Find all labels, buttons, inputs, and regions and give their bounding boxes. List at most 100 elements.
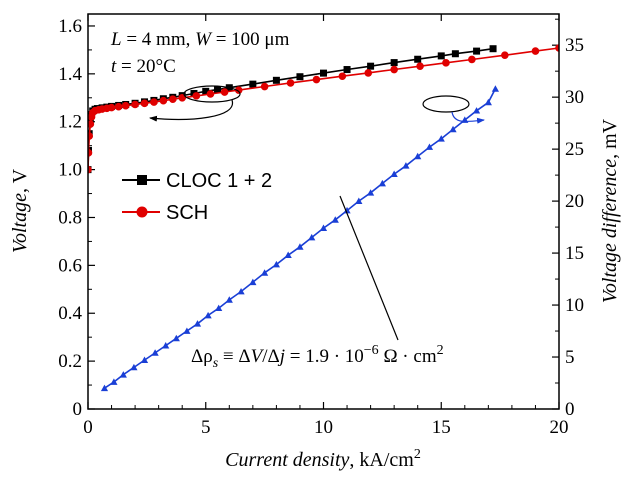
x-tick-label: 15 (432, 417, 451, 438)
series-1-point (107, 103, 116, 112)
series-1-point (555, 44, 559, 52)
series-2-point (331, 216, 339, 223)
series-0-point (249, 80, 257, 88)
right-axis-pointer (422, 95, 485, 124)
series-1-point (390, 65, 398, 74)
series-1-point (220, 88, 229, 96)
y-left-tick-label: 1.2 (58, 112, 82, 133)
series-1-point (234, 86, 243, 94)
axis-ticks: 0 5 10 15 2000.20.40.60.81.01.21.41.60510152… (58, 14, 584, 438)
series-1-point (416, 62, 424, 70)
y-right-tick-label: 35 (565, 35, 584, 56)
series-2-point (491, 85, 500, 92)
slope-annotation: Δρs ≡ ΔV/Δj = 1.9 · 10−6 Ω · cm2 (191, 343, 444, 371)
y-axis-left-title: Voltage, V (9, 168, 31, 253)
series-2-point (449, 125, 457, 133)
series-2-point (249, 278, 257, 286)
series-2-point (414, 152, 422, 160)
series-0-point (414, 55, 422, 63)
series-2-point (390, 170, 398, 177)
plot-frame (87, 13, 560, 410)
series-2-point (272, 260, 280, 268)
conditions-line-1: L = 4 mm, W = 100 μm (110, 29, 290, 50)
series-2-point (183, 327, 191, 334)
legend-entry-cloc: CLOC 1 + 2 (122, 170, 272, 192)
series-1-point (88, 165, 92, 174)
y-left-tick-label: 1.4 (58, 64, 82, 85)
series-2-point (100, 384, 109, 392)
series-2-point (308, 233, 316, 241)
series-2-point (162, 341, 170, 349)
series-0-point (343, 66, 351, 74)
series-2-point (110, 378, 118, 385)
y-left-tick-label: 1.6 (58, 16, 82, 37)
series-2-point (402, 162, 410, 169)
y-left-tick-label: 0 (73, 399, 83, 420)
conditions-line-2: t = 20°C (111, 56, 176, 77)
series-1-point (88, 120, 95, 128)
series-2-point (484, 98, 492, 106)
x-tick-label: 0 (83, 417, 93, 438)
legend-label-cloc: CLOC 1 + 2 (166, 170, 272, 192)
series-2-point (130, 363, 138, 371)
series-2-point (261, 269, 269, 276)
series-0-point (390, 59, 398, 67)
x-tick-label: 10 (314, 417, 333, 438)
series-1-point (364, 69, 373, 77)
series-0-point (296, 73, 304, 81)
series-2-point (215, 304, 223, 312)
series-1-point (468, 55, 476, 64)
series-1-point (159, 96, 168, 105)
series-2-point (119, 371, 127, 378)
y-left-tick-label: 0.8 (58, 207, 82, 228)
series-2-point (237, 287, 245, 295)
annotation-leader (339, 195, 399, 341)
series-2-point (472, 107, 481, 114)
y-right-tick-label: 30 (565, 87, 584, 108)
series-0-point (367, 62, 375, 70)
series-2-point (193, 320, 202, 327)
series-layer (88, 44, 559, 392)
y-right-tick-label: 15 (565, 243, 584, 264)
series-1-point (121, 101, 130, 110)
series-1-point (338, 72, 347, 81)
series-1-point (442, 59, 450, 67)
series-2-point (172, 334, 180, 342)
series-0-point (451, 50, 459, 58)
y-left-tick-label: 0.6 (58, 255, 82, 276)
series-0-point (473, 47, 481, 55)
series-2-point (319, 224, 328, 232)
series-1-point (168, 95, 177, 104)
series-0-point (320, 69, 327, 77)
series-0-point (437, 52, 445, 60)
series-2-point (367, 189, 375, 196)
series-2-point (140, 356, 149, 364)
legend-label-sch: SCH (166, 202, 208, 224)
series-1-point (150, 98, 158, 106)
y-left-tick-label: 0.4 (58, 303, 82, 324)
series-0-point (214, 86, 222, 94)
x-axis-title: Current density, kA/cm2 (225, 447, 421, 471)
series-2-point (425, 143, 434, 150)
series-0-point (202, 87, 210, 95)
y-left-tick-label: 0.2 (58, 351, 82, 372)
y-right-tick-label: 20 (565, 191, 584, 212)
x-tick-label: 20 (550, 417, 569, 438)
y-right-tick-label: 25 (565, 139, 584, 160)
series-2-point (437, 135, 445, 142)
series-1-point (140, 99, 149, 108)
legend: CLOC 1 + 2 SCH (122, 170, 272, 224)
series-2-point (284, 251, 292, 259)
series-1-point (192, 92, 201, 100)
series-2-point (355, 197, 363, 204)
series-1-point (531, 47, 540, 55)
series-1-point (88, 132, 93, 140)
series-2-point (296, 243, 304, 250)
series-1-point (114, 102, 123, 111)
y-right-tick-label: 0 (565, 399, 575, 420)
series-0-point (272, 76, 280, 84)
series-2-point (151, 349, 159, 356)
legend-entry-sch: SCH (122, 202, 208, 224)
series-1-point (206, 90, 215, 98)
